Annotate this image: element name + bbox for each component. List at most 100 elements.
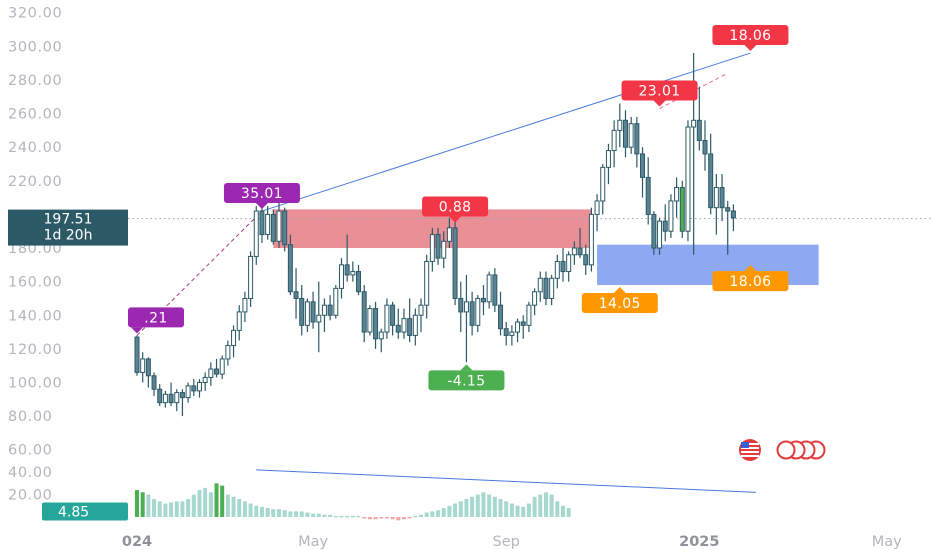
candle xyxy=(577,247,583,256)
volume-bar xyxy=(197,490,202,517)
candle xyxy=(299,297,305,326)
annotation-text: 0.88 xyxy=(439,200,472,216)
candle xyxy=(543,277,549,299)
annotation-box xyxy=(422,196,489,217)
annotation-text: 14.05 xyxy=(599,296,641,312)
candle xyxy=(515,321,521,333)
volume-bar xyxy=(396,517,401,521)
annotation-box xyxy=(621,80,698,101)
candle xyxy=(168,393,174,404)
candle xyxy=(344,264,350,276)
volume-bar xyxy=(362,517,367,519)
time-tick-label: 2025 xyxy=(679,534,719,550)
candle xyxy=(668,200,674,232)
candle xyxy=(287,244,293,293)
candle xyxy=(691,119,697,128)
candle xyxy=(486,274,492,303)
volume-bar xyxy=(447,505,452,517)
candle xyxy=(276,210,282,242)
current-volume-box xyxy=(42,502,128,521)
candle xyxy=(282,210,288,246)
candle xyxy=(151,375,157,390)
candle xyxy=(702,139,708,155)
volume-bar xyxy=(413,515,418,518)
price-tick-label: 120.00 xyxy=(8,342,62,358)
candle xyxy=(469,301,475,326)
volume-bar xyxy=(419,514,423,517)
volume-bar xyxy=(328,514,333,517)
current-volume-label: 4.85 xyxy=(42,502,128,521)
candle xyxy=(202,376,208,383)
candle xyxy=(657,220,663,249)
candle xyxy=(713,187,719,209)
candle xyxy=(185,385,191,399)
candle xyxy=(645,176,651,215)
volume-tick-label: 60.00 xyxy=(8,443,53,459)
annotation-box xyxy=(428,370,505,391)
candle xyxy=(373,308,379,340)
candle xyxy=(628,123,634,148)
candle xyxy=(480,297,486,303)
volume-bar xyxy=(259,506,264,517)
annotation-pointer xyxy=(131,327,143,334)
candle xyxy=(214,368,220,375)
volume-bar xyxy=(424,512,429,517)
candle xyxy=(321,304,327,316)
volume-bar xyxy=(555,501,560,517)
candle xyxy=(679,187,685,232)
candle xyxy=(157,388,163,404)
candle xyxy=(696,119,702,141)
candle xyxy=(520,321,526,326)
annotation-label: 0.88 xyxy=(422,196,489,223)
candle xyxy=(600,166,606,202)
volume-bar xyxy=(163,503,168,517)
annotation-pointer xyxy=(255,203,268,210)
current-price-value: 197.51 xyxy=(44,212,93,228)
candle xyxy=(549,277,555,299)
volume-bar xyxy=(174,501,179,517)
us-flag-icon xyxy=(739,439,826,461)
volume-bar xyxy=(566,508,571,517)
current-price-box xyxy=(8,209,128,246)
current-price-countdown: 1d 20h xyxy=(44,228,93,244)
volume-bar xyxy=(526,503,531,517)
volume-bar xyxy=(333,515,338,518)
volume-bar xyxy=(458,501,463,517)
candle xyxy=(662,220,668,232)
candle xyxy=(583,254,589,266)
volume-bar xyxy=(135,490,139,517)
candle xyxy=(338,264,344,289)
volume-bar xyxy=(561,505,565,517)
volume-bar xyxy=(504,501,509,517)
flag-canton xyxy=(741,442,749,448)
candle xyxy=(458,297,464,313)
candle xyxy=(571,247,577,256)
volume-bar xyxy=(322,514,327,517)
candle xyxy=(622,119,628,148)
candle xyxy=(191,385,197,392)
candle xyxy=(356,271,362,293)
price-tick-label: 220.00 xyxy=(8,174,62,190)
candle xyxy=(390,304,396,326)
volume-bar xyxy=(186,499,191,517)
volume-bar xyxy=(401,517,406,520)
flag-stripe xyxy=(741,447,759,449)
annotation-text: -4.15 xyxy=(447,373,485,389)
candle xyxy=(219,358,225,375)
candle xyxy=(634,123,640,155)
candle xyxy=(446,227,452,242)
candle xyxy=(503,328,509,336)
candle xyxy=(236,311,242,331)
candle xyxy=(452,227,458,299)
candle xyxy=(566,254,572,273)
volume-bar xyxy=(453,503,458,517)
volume-bar xyxy=(316,513,321,517)
candle xyxy=(554,260,560,279)
price-tick-label: 320.00 xyxy=(8,6,62,22)
candle xyxy=(134,336,140,373)
volume-bar xyxy=(277,509,281,517)
candle xyxy=(719,187,725,209)
candle xyxy=(492,274,498,306)
